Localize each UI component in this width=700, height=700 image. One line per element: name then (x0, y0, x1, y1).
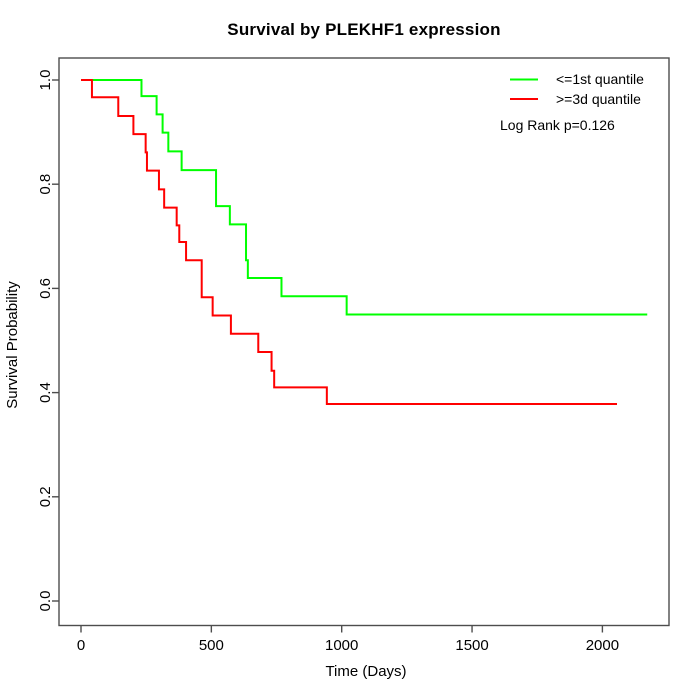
x-tick-label: 2000 (586, 637, 619, 654)
y-tick-label: 0.8 (37, 174, 54, 195)
y-tick-label: 0.2 (37, 486, 54, 507)
legend-label-first-quantile: <=1st quantile (556, 71, 644, 87)
chart-title: Survival by PLEKHF1 expression (227, 20, 501, 39)
survival-curve-low-expression (81, 79, 648, 316)
survival-curve-high-expression (81, 79, 617, 406)
x-tick-label: 1000 (325, 637, 358, 654)
y-axis-label: Survival Probability (4, 281, 21, 409)
legend-label-third-quantile: >=3d quantile (556, 91, 641, 107)
x-tick-label: 500 (199, 637, 224, 654)
plot-frame (58, 57, 670, 627)
y-tick-label: 0.6 (37, 278, 54, 299)
log-rank-pvalue: Log Rank p=0.126 (500, 117, 615, 133)
x-tick-label: 1500 (455, 637, 488, 654)
x-tick-label: 0 (77, 637, 85, 654)
x-axis-label: Time (Days) (325, 663, 407, 680)
y-tick-label: 1.0 (37, 70, 54, 91)
y-tick-label: 0.4 (37, 382, 54, 403)
y-tick-label: 0.0 (37, 591, 54, 612)
